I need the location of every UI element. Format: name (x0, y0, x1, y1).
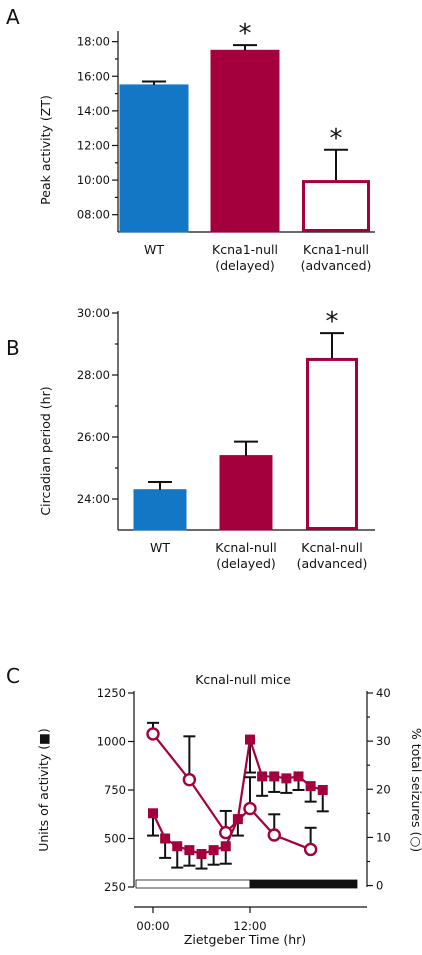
chart-c: Kcnal-null mice Zietgeber Time (hr) Unit… (36, 672, 422, 947)
dark-phase-bar (249, 879, 358, 889)
category-label: Kcna1-null (212, 242, 278, 257)
y-tick-label-left: 250 (104, 880, 126, 894)
y-tick-label: 14:00 (77, 104, 110, 118)
category-label: Kcnal-null (301, 540, 362, 555)
y-tick-label-right: 10 (376, 830, 391, 844)
y-tick-label: 18:00 (77, 35, 110, 49)
activity-point (245, 734, 255, 745)
y-tick-label: 16:00 (77, 69, 110, 83)
category-label: Kcna1-null (303, 242, 369, 257)
activity-point (172, 841, 183, 852)
category-label: (advanced) (301, 258, 372, 273)
significance-marker: * (239, 19, 252, 49)
y-tick-label-left: 1000 (97, 735, 126, 749)
chart-b: Circadian period (hr) 24:00 26:00 28:00 30:… (38, 306, 375, 571)
bar (119, 84, 189, 233)
light-phase-bar (135, 879, 251, 889)
activity-point (220, 841, 231, 852)
y-tick-label: 08:00 (77, 208, 110, 222)
activity-point (305, 781, 316, 792)
x-axis-title: Zietgeber Time (hr) (184, 932, 306, 947)
bar (302, 180, 370, 233)
category-label: (delayed) (215, 258, 275, 273)
y-tick-label-right: 20 (376, 782, 391, 796)
y-tick-label-left: 500 (104, 832, 126, 846)
chart-title: Kcnal-null mice (195, 672, 291, 687)
seizure-point (182, 772, 197, 787)
significance-marker: * (326, 307, 339, 337)
y-tick-label: 24:00 (77, 492, 110, 506)
activity-point (257, 771, 268, 782)
activity-line (152, 739, 324, 856)
seizure-point (146, 727, 160, 741)
bar (306, 357, 358, 531)
y-tick-label: 12:00 (77, 138, 110, 152)
y-tick-label-left: 1250 (97, 686, 126, 700)
y-tick-label: 30:00 (77, 306, 110, 320)
activity-point (269, 771, 280, 782)
chart-a: Peak activity (ZT) 08:00 10:00 12:00 14:00 1… (38, 19, 375, 273)
y-tick-label: 26:00 (77, 430, 110, 444)
bar (210, 49, 280, 233)
significance-marker: * (330, 124, 343, 154)
category-label: Kcnal-null (215, 540, 276, 555)
activity-point (281, 773, 292, 784)
seizure-point (303, 842, 318, 857)
seizure-point (267, 828, 281, 842)
category-label: (advanced) (297, 556, 368, 571)
seizure-point (219, 825, 233, 840)
y-tick-label-right: 40 (376, 686, 391, 700)
y-tick-label: 28:00 (77, 368, 110, 382)
y-axis-title: Peak activity (ZT) (38, 95, 53, 205)
y-tick-label-right: 0 (376, 879, 383, 893)
activity-point (160, 833, 171, 844)
activity-point (293, 771, 304, 782)
y-tick-label: 10:00 (77, 173, 110, 187)
activity-point (196, 849, 207, 860)
panel-letter: A (6, 5, 20, 29)
activity-point (317, 785, 328, 795)
bar (219, 455, 273, 531)
y-axis-title-right: % total seizures (○) (409, 728, 422, 852)
y-tick-label-left: 750 (104, 783, 126, 797)
y-axis-title-left: Units of activity (■) (36, 728, 51, 852)
category-label: WT (150, 540, 170, 555)
x-tick-label: 12:00 (233, 919, 266, 933)
panel-letter: B (6, 336, 20, 360)
activity-point (184, 845, 195, 856)
y-tick-label-right: 30 (376, 734, 391, 748)
x-tick-label: 00:00 (136, 919, 169, 933)
category-label: WT (144, 242, 164, 257)
activity-point (208, 845, 219, 856)
panel-letter: C (6, 664, 20, 688)
category-label: (delayed) (216, 556, 276, 571)
seizure-point (243, 801, 257, 816)
y-axis-title: Circadian period (hr) (38, 386, 53, 515)
activity-point (148, 808, 158, 819)
bar (133, 489, 187, 531)
